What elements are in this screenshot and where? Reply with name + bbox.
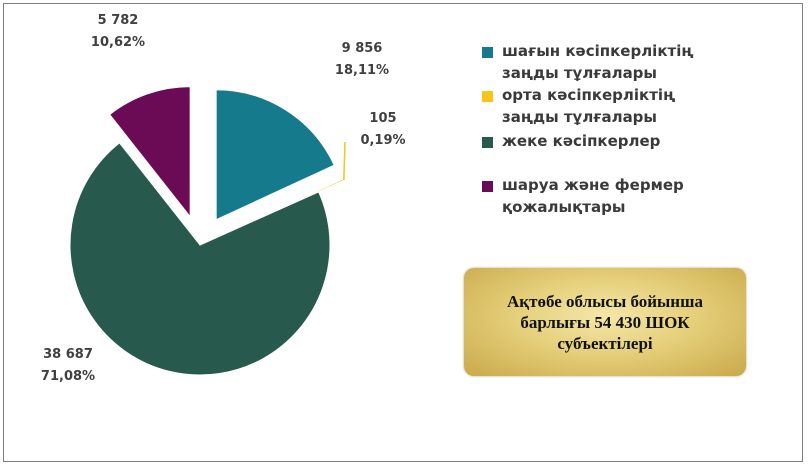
legend-label: шағын кәсіпкерліктің заңды тұлғалары: [502, 42, 694, 82]
data-label-value: 9 856: [342, 41, 383, 56]
pie-slice-individual-entrepreneurs: [69, 142, 331, 376]
summary-box: Ақтөбе облысы бойынша барлығы 54 430 ШОК…: [464, 268, 746, 376]
legend-swatch: [482, 47, 493, 58]
pie-slice-small-business: [215, 89, 335, 221]
legend-label: шаруа және фермер қожалықтары: [502, 176, 684, 216]
legend: шағын кәсіпкерліктің заңды тұлғалары орт…: [482, 40, 782, 218]
summary-text: Ақтөбе облысы бойынша барлығы 54 430 ШОК…: [507, 291, 703, 353]
legend-label: жеке кәсіпкерлер: [502, 132, 661, 150]
pie-slice-medium-business: [227, 177, 347, 234]
data-label-percent: 71,08%: [41, 369, 95, 384]
legend-label: орта кәсіпкерліктің заңды тұлғалары: [502, 86, 676, 126]
pie-slice-farms: [109, 86, 191, 219]
legend-item-small-business: шағын кәсіпкерліктің заңды тұлғалары: [482, 40, 782, 84]
data-label-percent: 18,11%: [335, 63, 389, 78]
data-label-value: 5 782: [98, 13, 139, 28]
legend-swatch: [482, 137, 493, 148]
data-label-value: 38 687: [43, 347, 93, 362]
data-label-percent: 10,62%: [91, 35, 145, 50]
legend-item-individual-entrepreneurs: жеке кәсіпкерлер: [482, 130, 782, 174]
data-label-percent: 0,19%: [360, 133, 405, 148]
legend-item-medium-business: орта кәсіпкерліктің заңды тұлғалары: [482, 84, 782, 130]
data-label-value: 105: [369, 111, 396, 126]
legend-swatch: [482, 181, 493, 192]
legend-item-farms: шаруа және фермер қожалықтары: [482, 174, 782, 218]
legend-swatch: [482, 91, 493, 102]
leader-line: [343, 141, 346, 180]
